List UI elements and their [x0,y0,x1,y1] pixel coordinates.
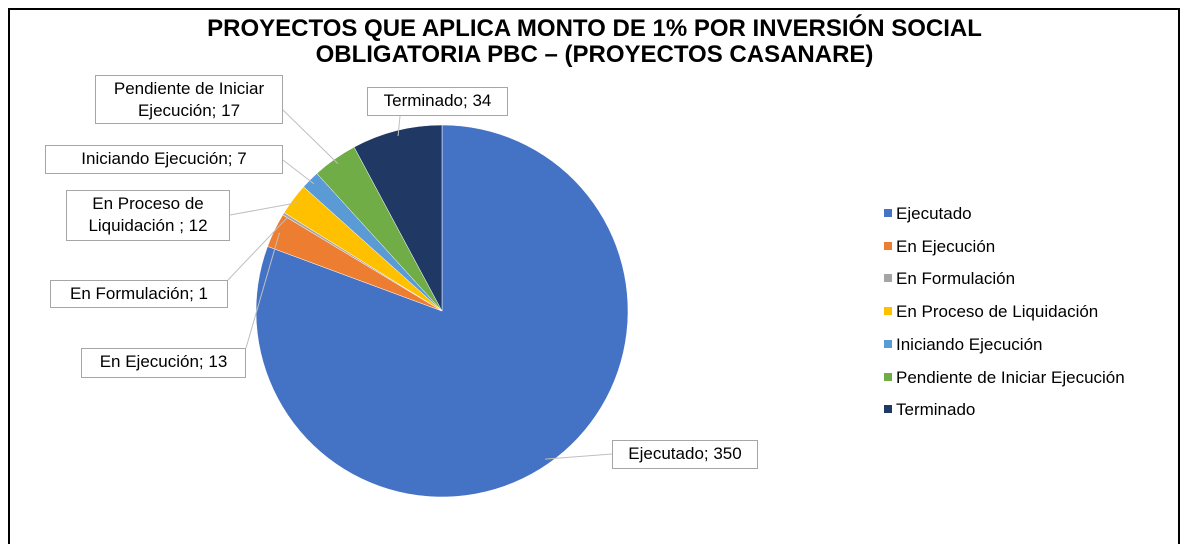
leader-line [397,115,401,137]
legend-swatch [884,405,892,414]
legend-item: En Formulación [884,269,1015,289]
data-label: En Ejecución; 13 [81,348,246,378]
legend-item: En Proceso de Liquidación [884,302,1098,322]
frame [8,8,1180,544]
legend-label: Iniciando Ejecución [896,334,1043,354]
legend-swatch [884,307,892,316]
legend-swatch [884,372,892,381]
leader-line [229,202,298,216]
legend-item: Ejecutado [884,204,972,224]
leader-line [545,453,613,460]
legend-swatch [884,339,892,348]
leader-line [227,216,289,281]
data-label: Pendiente de Iniciar Ejecución; 17 [95,75,283,124]
legend-label: En Ejecución [896,236,996,256]
legend-item: En Ejecución [884,237,995,257]
chart-title: PROYECTOS QUE APLICA MONTO DE 1% POR INV… [207,15,982,68]
leader-line [282,109,339,165]
legend-item: Terminado [884,400,975,420]
legend-swatch [884,209,892,217]
data-label: Ejecutado; 350 [612,440,758,469]
legend-label: Pendiente de Iniciar Ejecución [896,367,1125,387]
legend-item: Iniciando Ejecución [884,335,1042,355]
legend-label: Terminado [896,400,976,420]
legend-label: En Formulación [896,269,1016,289]
pie-slice [255,124,629,498]
legend-label: En Proceso de Liquidación [896,302,1099,322]
data-label: En Proceso de Liquidación ; 12 [66,190,230,241]
leader-line [282,159,315,185]
legend-swatch [884,241,892,250]
data-label: Terminado; 34 [367,87,508,116]
pie-slice [353,124,443,312]
leader-line [245,232,280,349]
data-label: Iniciando Ejecución; 7 [45,145,283,174]
legend-item: Pendiente de Iniciar Ejecución [884,368,1125,388]
legend-swatch [884,274,892,283]
data-label: En Formulación; 1 [50,280,228,308]
legend-label: Ejecutado [896,204,972,223]
